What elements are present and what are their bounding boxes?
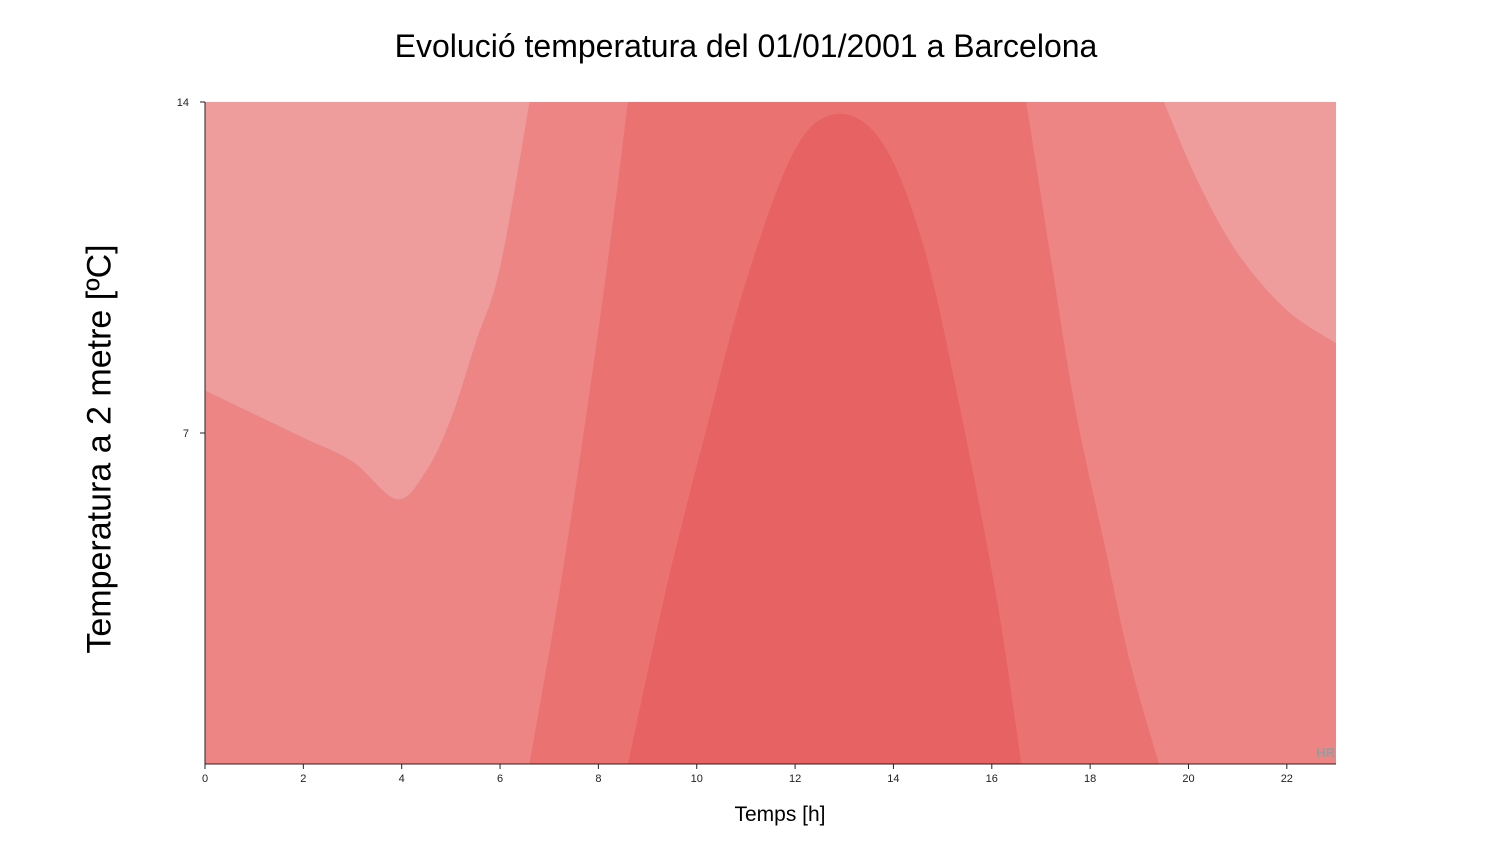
x-tick-label: 12 [789, 773, 801, 785]
x-tick-label: 10 [691, 773, 703, 785]
x-tick-label: 4 [399, 773, 405, 785]
band-peak [627, 113, 1022, 765]
chart-title: Evolució temperatura del 01/01/2001 a Ba… [394, 28, 1098, 64]
x-tick-label: 0 [202, 773, 208, 785]
band-light-left [205, 102, 530, 500]
x-tick-label: 8 [595, 773, 601, 785]
plot-area [205, 102, 1336, 765]
band-light-right [1163, 102, 1336, 344]
axes: 0 2 4 6 8 10 12 14 16 18 20 22 7 14 HR [177, 97, 1336, 785]
x-tick-label: 2 [300, 773, 306, 785]
x-tick-label: 16 [986, 773, 998, 785]
x-axis-label: Temps [h] [734, 803, 826, 826]
watermark-logo: HR [1316, 745, 1335, 760]
x-tick-label: 6 [497, 773, 503, 785]
x-tick-label: 22 [1281, 773, 1293, 785]
y-tick-label: 14 [177, 97, 189, 109]
y-tick-label: 7 [183, 428, 189, 440]
x-tick-label: 18 [1084, 773, 1096, 785]
x-tick-label: 20 [1182, 773, 1194, 785]
x-tick-label: 14 [887, 773, 899, 785]
